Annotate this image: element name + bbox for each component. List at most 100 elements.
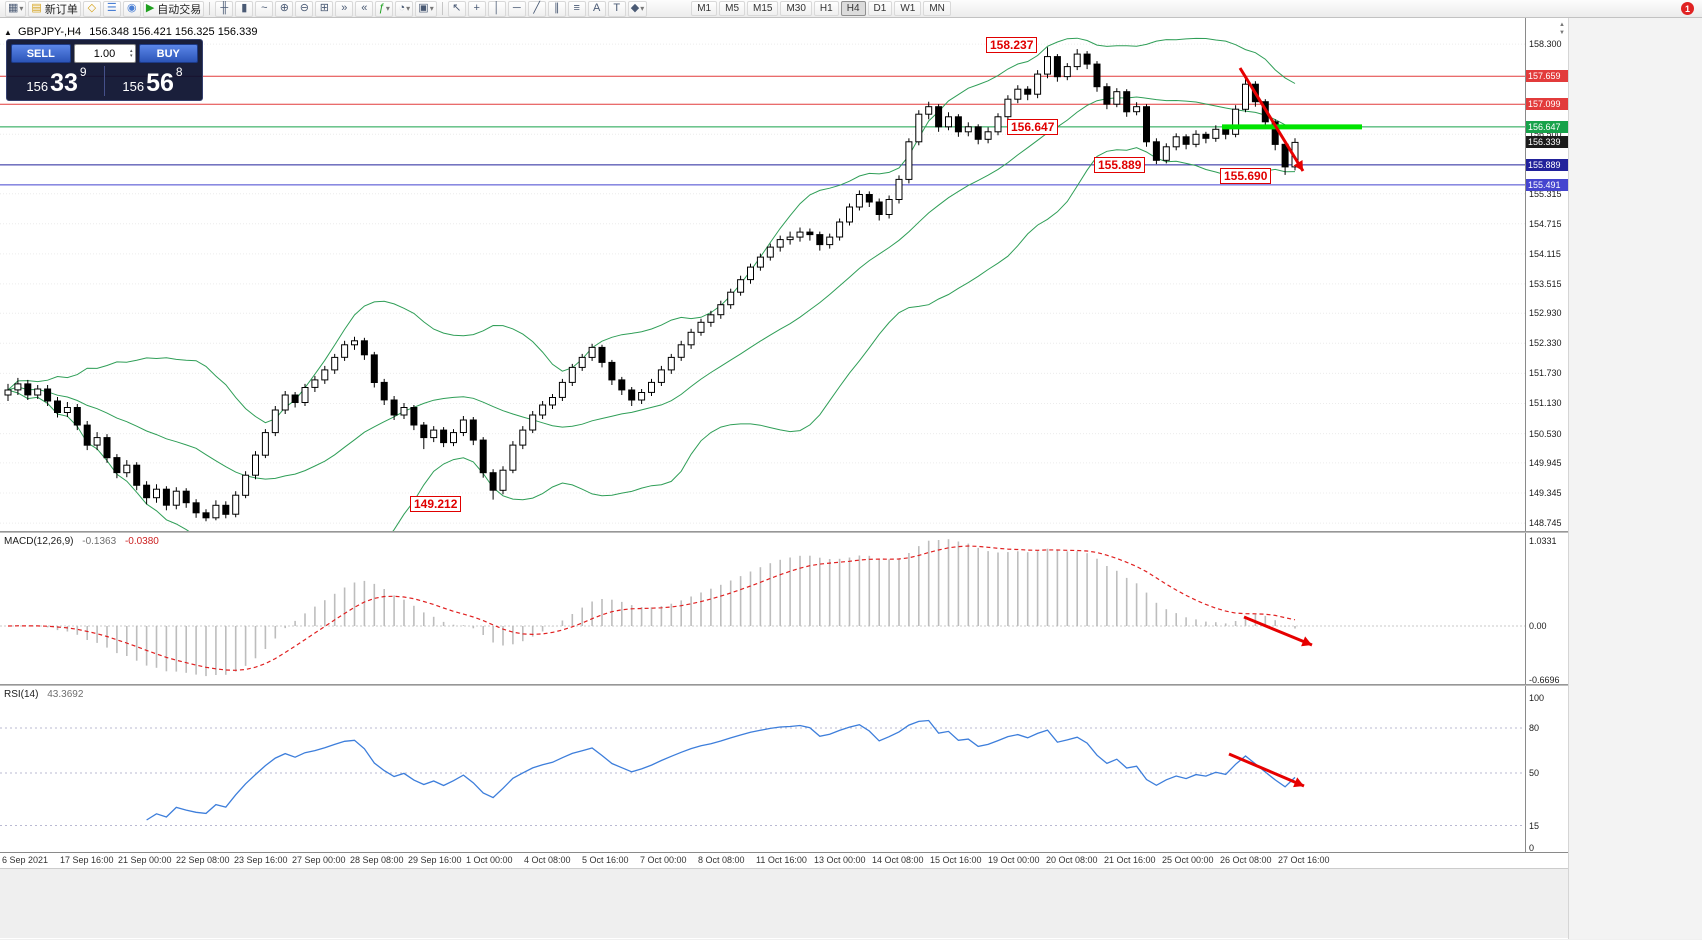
chart-shift-icon[interactable]: « xyxy=(355,0,374,17)
buy-button[interactable]: BUY xyxy=(138,44,198,63)
price-label: 155.315 xyxy=(1529,188,1562,199)
chart-window-icon[interactable]: ▦ ▾ xyxy=(5,0,27,17)
sell-price-display[interactable]: 156 33 9 xyxy=(11,66,102,96)
sell-button[interactable]: SELL xyxy=(11,44,71,63)
periods-icon[interactable]: ◔ ▾ xyxy=(395,0,414,17)
timeframe-m15-button[interactable]: M15 xyxy=(747,1,779,16)
one-click-trading-panel: SELL 1.00 ▴ ▾ BUY 156 33 9 xyxy=(6,39,203,101)
panel-divider[interactable] xyxy=(0,531,1568,533)
volume-field[interactable]: 1.00 ▴ ▾ xyxy=(73,44,136,63)
line-chart-icon[interactable]: ~ xyxy=(255,0,274,17)
one-click-collapse-icon[interactable]: ▲ xyxy=(4,28,12,37)
symbol-name: GBPJPY-,H4 xyxy=(17,26,82,38)
time-label: 14 Oct 08:00 xyxy=(872,855,924,865)
auto-scroll-icon[interactable]: » xyxy=(335,0,354,17)
timeframe-h4-button[interactable]: H4 xyxy=(840,1,866,16)
bar-chart-icon[interactable]: ╫ xyxy=(215,0,234,17)
time-axis[interactable]: 6 Sep 2021 17 Sep 16:00 21 Sep 00:00 22 Sep… xyxy=(0,852,1568,868)
equidistant-channel-icon[interactable]: ∥ xyxy=(547,0,566,17)
trend-arrow[interactable] xyxy=(1238,67,1305,172)
horizontal-level-lines xyxy=(0,75,1525,186)
buy-price-int: 156 xyxy=(122,79,145,94)
templates-icon[interactable]: ▣ ▾ xyxy=(415,0,437,17)
macd-scale-label: 0.00 xyxy=(1529,621,1547,631)
trend-arrow[interactable] xyxy=(1243,615,1313,647)
macd-axis: 1.0331 0.00 -0.6696 xyxy=(1525,533,1568,685)
price-annotation[interactable]: 155.690 xyxy=(1220,168,1272,184)
time-label: 21 Oct 16:00 xyxy=(1104,855,1156,865)
price-label: 152.330 xyxy=(1529,338,1562,349)
crosshair-icon[interactable]: + xyxy=(467,0,486,17)
price-label: 150.530 xyxy=(1529,428,1562,439)
price-axis[interactable]: ▲ ▼ 158.300 156.500 155.315 154.715 154.115 1… xyxy=(1525,18,1568,531)
sell-price-pip: 9 xyxy=(79,65,87,79)
macd-scale-label: -0.6696 xyxy=(1529,675,1560,685)
price-annotation[interactable]: 149.212 xyxy=(410,496,462,512)
rsi-value: 43.3692 xyxy=(47,689,84,700)
rsi-axis: 100 80 50 15 0 xyxy=(1525,686,1568,853)
macd-main-value: -0.1363 xyxy=(82,536,117,547)
price-annotation[interactable]: 158.237 xyxy=(986,37,1038,53)
buy-price-pip: 8 xyxy=(175,65,183,79)
tile-windows-icon[interactable]: ⊞ xyxy=(315,0,334,17)
timeframe-m1-button[interactable]: M1 xyxy=(691,1,718,16)
time-label: 6 Sep 2021 xyxy=(2,855,49,865)
volume-stepper[interactable]: ▴ ▾ xyxy=(129,47,133,59)
timeframe-d1-button[interactable]: D1 xyxy=(867,1,893,16)
metaeditor-icon[interactable]: ◇ xyxy=(82,0,101,17)
macd-signal-line xyxy=(7,545,1296,671)
time-label: 4 Oct 08:00 xyxy=(524,855,571,865)
new-order-button[interactable]: ▤ 新订单 xyxy=(28,0,81,17)
rsi-name: RSI(14) xyxy=(4,689,39,700)
navigator-icon[interactable]: ◉ xyxy=(122,0,141,17)
axis-scroll-up-icon[interactable]: ▲ xyxy=(1559,22,1565,28)
price-label: 148.745 xyxy=(1529,518,1562,529)
timeframe-m30-button[interactable]: M30 xyxy=(780,1,812,16)
macd-plot[interactable]: MACD(12,26,9) -0.1363 -0.0380 xyxy=(0,533,1525,684)
candlestick-chart-icon[interactable]: ▮ xyxy=(235,0,254,17)
volume-down-icon[interactable]: ▾ xyxy=(129,52,133,59)
timeframe-mn-button[interactable]: MN xyxy=(923,1,951,16)
text-icon[interactable]: A xyxy=(587,0,606,17)
horizontal-line-icon[interactable]: ─ xyxy=(507,0,526,17)
time-label: 22 Sep 08:00 xyxy=(176,855,230,865)
buy-price-main: 56 xyxy=(146,69,174,97)
arrows-shapes-icon[interactable]: ◆ ▾ xyxy=(627,0,648,17)
buy-price-display[interactable]: 156 56 8 xyxy=(107,66,198,96)
main-chart-plot[interactable]: ▲ GBPJPY-,H4 156.348 156.421 156.325 156… xyxy=(0,18,1525,531)
timeframe-w1-button[interactable]: W1 xyxy=(894,1,922,16)
time-label: 29 Sep 16:00 xyxy=(408,855,462,865)
market-watch-icon[interactable]: ☰ xyxy=(102,0,121,17)
volume-up-icon[interactable]: ▴ xyxy=(129,47,133,54)
text-label-icon[interactable]: T xyxy=(607,0,626,17)
autotrading-button[interactable]: ▶ 自动交易 xyxy=(142,0,205,17)
price-label: 149.345 xyxy=(1529,487,1562,498)
price-marker: 156.647 xyxy=(1526,120,1568,133)
trendline-icon[interactable]: ╱ xyxy=(527,0,546,17)
zoom-out-icon[interactable]: ⊖ xyxy=(295,0,314,17)
price-label: 151.730 xyxy=(1529,368,1562,379)
rsi-scale-label: 0 xyxy=(1529,843,1535,853)
timeframe-m5-button[interactable]: M5 xyxy=(719,1,746,16)
bollinger-bands xyxy=(7,37,1296,531)
timeframe-h1-button[interactable]: H1 xyxy=(813,1,839,16)
trend-arrow[interactable] xyxy=(1228,752,1305,788)
price-marker: 157.099 xyxy=(1526,98,1568,111)
price-label: 151.130 xyxy=(1529,398,1562,409)
fibonacci-icon[interactable]: ≡ xyxy=(567,0,586,17)
time-label: 27 Sep 00:00 xyxy=(292,855,346,865)
right-empty-area xyxy=(1568,18,1702,939)
time-label: 19 Oct 00:00 xyxy=(988,855,1040,865)
rsi-plot[interactable]: RSI(14) 43.3692 xyxy=(0,686,1525,852)
cursor-icon[interactable]: ↖ xyxy=(447,0,466,17)
price-marker: 157.659 xyxy=(1526,70,1568,83)
zoom-in-icon[interactable]: ⊕ xyxy=(275,0,294,17)
vertical-line-icon[interactable]: │ xyxy=(487,0,506,17)
axis-scroll-down-icon[interactable]: ▼ xyxy=(1559,30,1565,36)
price-annotation[interactable]: 156.647 xyxy=(1007,119,1059,135)
indicators-icon[interactable]: ƒ ▾ xyxy=(375,0,394,17)
notifications-badge[interactable]: 1 xyxy=(1681,2,1694,15)
time-label: 17 Sep 16:00 xyxy=(60,855,114,865)
price-annotation[interactable]: 155.889 xyxy=(1094,157,1146,173)
panel-divider[interactable] xyxy=(0,684,1568,686)
